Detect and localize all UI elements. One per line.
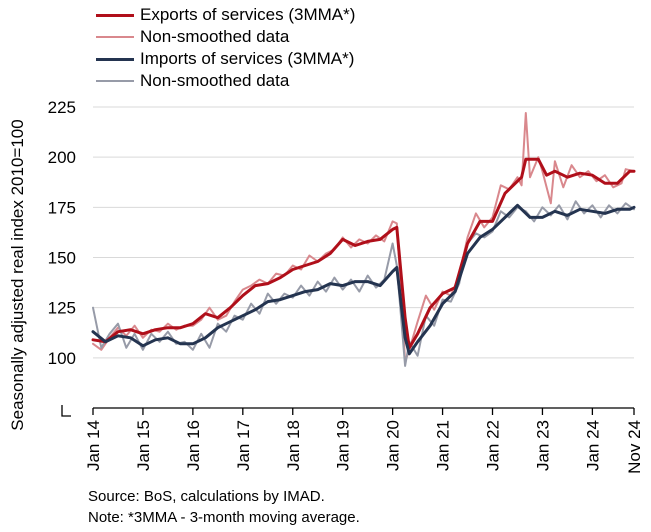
legend-swatch-imports	[96, 57, 134, 61]
legend-swatch-exports	[96, 13, 134, 17]
series-line-1	[92, 112, 635, 363]
legend-item-exports: Exports of services (3MMA*)	[96, 4, 355, 26]
series-line-0	[91, 157, 636, 350]
legend-swatch-exports-raw	[96, 36, 134, 38]
legend: Exports of services (3MMA*) Non-smoothed…	[96, 4, 355, 92]
chart-notes: Source: BoS, calculations by IMAD. Note:…	[88, 486, 360, 528]
y-tick-label: 175	[48, 198, 76, 217]
y-tick-label: 100	[48, 349, 76, 368]
x-tick-label: Jan 16	[184, 420, 203, 471]
legend-label-imports: Imports of services (3MMA*)	[140, 49, 355, 68]
y-tick-label: 125	[48, 299, 76, 318]
y-tick-label: 225	[48, 98, 76, 117]
legend-swatch-imports-raw	[96, 80, 134, 82]
x-tick-label: Nov 24	[625, 420, 644, 474]
axis-break-mark	[61, 405, 71, 417]
y-tick-labels: 100 125 150 175 200 225	[48, 98, 76, 368]
x-tick-labels: Jan 14 Jan 15 Jan 16 Jan 17 Jan 18 Jan 19 Jan …	[84, 420, 644, 474]
x-tick-label: Jan 17	[234, 420, 253, 471]
x-tick-label: Jan 22	[484, 420, 503, 471]
source-note: Source: BoS, calculations by IMAD.	[88, 488, 325, 505]
x-tick-label: Jan 15	[134, 420, 153, 471]
legend-item-imports: Imports of services (3MMA*)	[96, 48, 355, 70]
x-axis	[92, 407, 635, 415]
y-tick-label: 150	[48, 249, 76, 268]
y-axis-title: Seasonally adjusted real index 2010=100	[8, 119, 27, 431]
series-lines	[91, 112, 636, 367]
y-tick-label: 200	[48, 148, 76, 167]
footnote: Note: *3MMA - 3-month moving average.	[88, 509, 360, 526]
x-tick-label: Jan 23	[533, 420, 552, 471]
legend-item-exports-raw: Non-smoothed data	[96, 26, 355, 48]
x-tick-label: Jan 19	[334, 420, 353, 471]
legend-label-exports-raw: Non-smoothed data	[140, 27, 290, 46]
x-tick-label: Jan 21	[434, 420, 453, 471]
legend-item-imports-raw: Non-smoothed data	[96, 70, 355, 92]
series-line-2	[91, 203, 636, 356]
x-tick-label: Jan 20	[384, 420, 403, 471]
gridlines	[61, 106, 634, 417]
legend-label-imports-raw: Non-smoothed data	[140, 71, 290, 90]
series-line-3	[92, 200, 635, 367]
x-tick-label: Jan 18	[284, 420, 303, 471]
x-tick-label: Jan 24	[583, 420, 602, 471]
legend-label-exports: Exports of services (3MMA*)	[140, 5, 356, 24]
x-tick-label: Jan 14	[84, 420, 103, 471]
